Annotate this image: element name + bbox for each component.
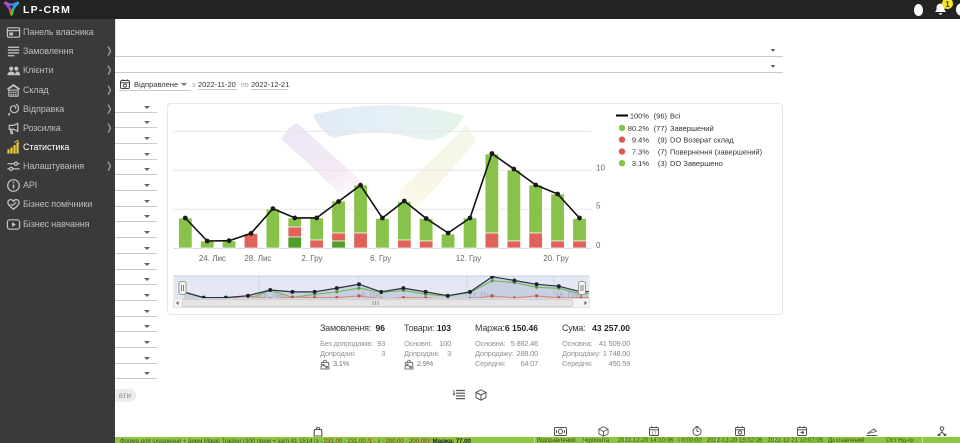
svg-text:80.2%: 80.2% — [628, 124, 650, 133]
svg-text:2. Гру: 2. Гру — [301, 254, 322, 263]
svg-text:Повернення (завершений): Повернення (завершений) — [670, 148, 763, 157]
svg-text:(3): (3) — [658, 159, 668, 168]
svg-text:(9): (9) — [658, 136, 668, 145]
svg-text:100%: 100% — [630, 112, 650, 121]
svg-text:3.1%: 3.1% — [632, 159, 649, 168]
svg-text:0: 0 — [596, 241, 601, 250]
svg-text:17: 17 — [651, 431, 657, 436]
svg-text:12. Гру: 12. Гру — [456, 254, 482, 263]
svg-text:20. Гру: 20. Гру — [543, 254, 569, 263]
svg-text:10: 10 — [596, 163, 605, 172]
svg-text:5: 5 — [596, 202, 601, 211]
svg-text:Завершений: Завершений — [670, 124, 714, 133]
svg-text:DO Возврат склад: DO Возврат склад — [670, 136, 734, 145]
svg-text:(7): (7) — [658, 148, 668, 157]
svg-text:(96): (96) — [654, 112, 668, 121]
svg-text:7.3%: 7.3% — [632, 148, 649, 157]
svg-text:6. Гру: 6. Гру — [370, 254, 391, 263]
svg-text:24. Лис: 24. Лис — [199, 254, 226, 263]
svg-text:9.4%: 9.4% — [632, 136, 649, 145]
svg-text:Всі: Всі — [670, 112, 681, 121]
svg-text:DO Завершено: DO Завершено — [670, 159, 723, 168]
svg-text:28. Лис: 28. Лис — [244, 254, 271, 263]
svg-text:(77): (77) — [654, 124, 668, 133]
